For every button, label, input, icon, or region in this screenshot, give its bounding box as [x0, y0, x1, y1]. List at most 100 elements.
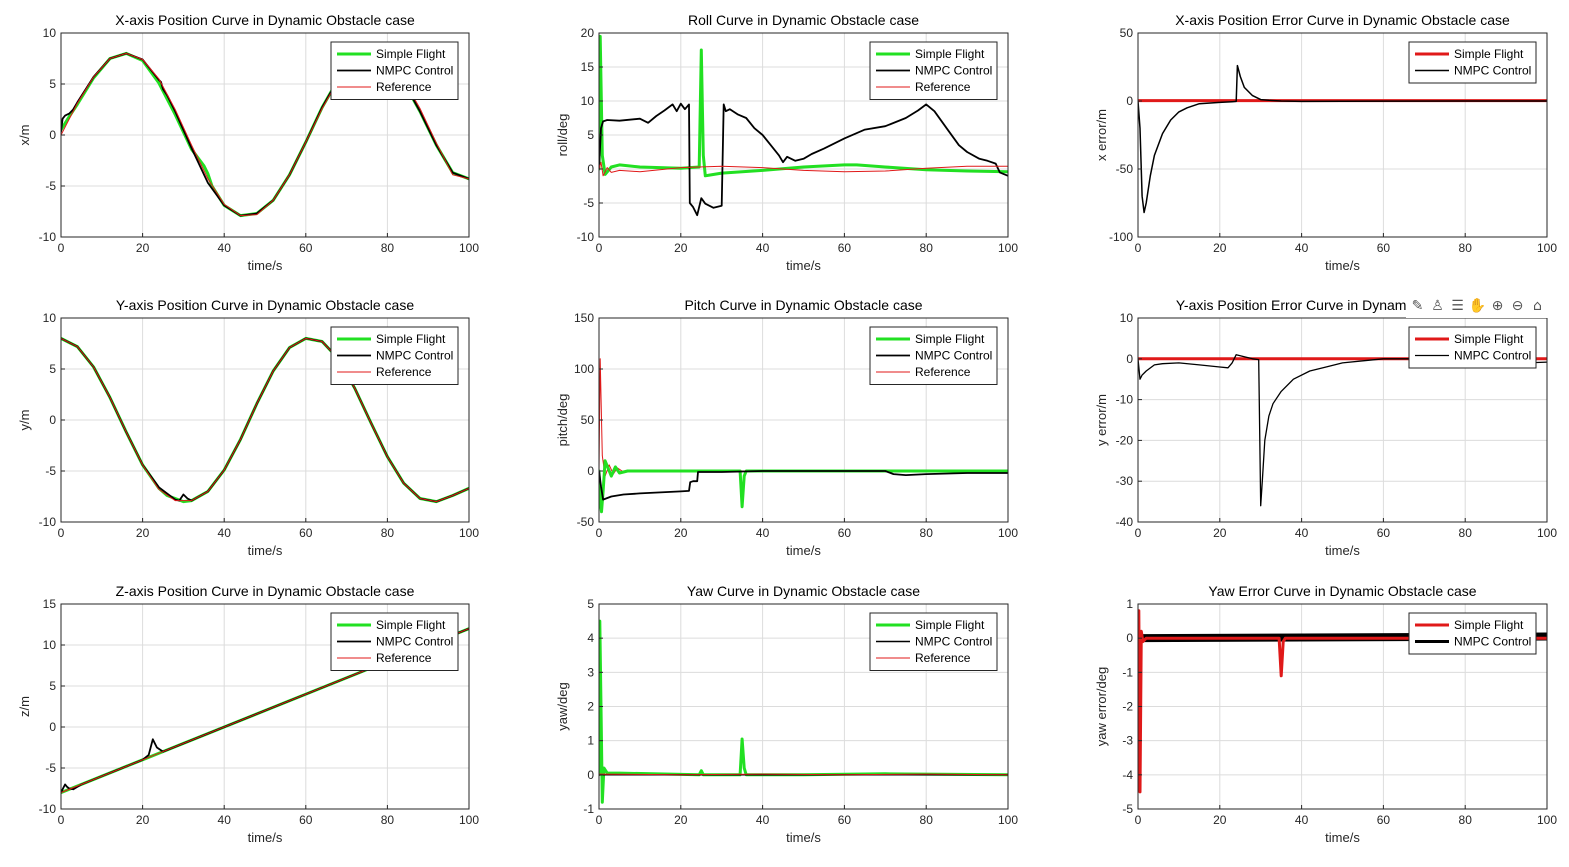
- y-tick-label: 10: [581, 94, 595, 108]
- zoom-in-icon[interactable]: ⊕: [1491, 298, 1504, 314]
- legend-entry: Simple Flight: [1454, 618, 1524, 632]
- y-tick-label: -2: [1122, 700, 1133, 714]
- x-tick-label: 80: [1459, 241, 1473, 255]
- series-line-nmpc-control: [1138, 64, 1547, 214]
- chart-x-err: 0 20 40 60 80 100 -100 -50 0 50 X-axis Position Er…: [1094, 12, 1557, 273]
- legend-entry: Simple Flight: [376, 332, 446, 346]
- y-tick-label: 10: [43, 638, 57, 652]
- legend-entry: NMPC Control: [915, 635, 992, 649]
- y-tick-label: 3: [587, 665, 594, 679]
- x-axis-label: time/s: [786, 543, 821, 558]
- x-tick-label: 80: [920, 241, 934, 255]
- chart-title: Z-axis Position Curve in Dynamic Obstacl…: [116, 583, 415, 599]
- y-tick-label: -4: [1122, 768, 1133, 782]
- legend-entry: Reference: [915, 365, 971, 379]
- chart-title: Pitch Curve in Dynamic Obstacle case: [684, 297, 922, 313]
- pan-icon[interactable]: ✋: [1468, 298, 1487, 314]
- x-tick-label: 40: [756, 241, 770, 255]
- legend: Simple Flight NMPC Control Reference: [869, 326, 998, 385]
- y-tick-label: 5: [587, 597, 594, 611]
- x-axis-label: time/s: [786, 258, 821, 273]
- legend-entry: NMPC Control: [915, 64, 992, 78]
- chart-z-pos: 0 20 40 60 80 100 -10 -5 0 5 10 15 Z-axis Position C…: [17, 583, 479, 845]
- y-axis-label: x error/m: [1094, 109, 1109, 161]
- series-group: [599, 358, 1008, 514]
- y-tick-label: 1: [1126, 597, 1133, 611]
- y-tick-label: -5: [45, 761, 56, 775]
- y-tick-label: 10: [43, 311, 57, 325]
- y-tick-label: 0: [49, 413, 56, 427]
- chart-title: X-axis Position Curve in Dynamic Obstacl…: [115, 12, 415, 28]
- y-tick-label: 0: [587, 162, 594, 176]
- zoom-out-icon[interactable]: ⊖: [1511, 298, 1524, 314]
- y-tick-label: -40: [1116, 515, 1134, 529]
- legend-entry: NMPC Control: [376, 64, 453, 78]
- x-tick-label: 100: [1537, 813, 1557, 827]
- y-tick-label: 5: [49, 679, 56, 693]
- y-tick-label: 0: [1126, 94, 1133, 108]
- chart-title: Yaw Error Curve in Dynamic Obstacle case: [1208, 583, 1476, 599]
- y-tick-label: -50: [577, 515, 595, 529]
- x-tick-label: 40: [1295, 241, 1309, 255]
- data-tip-icon[interactable]: ♙: [1431, 298, 1444, 314]
- x-tick-label: 20: [136, 526, 150, 540]
- y-tick-label: -20: [1116, 433, 1134, 447]
- series-group: [1138, 64, 1547, 214]
- legend-entry: Reference: [376, 651, 432, 665]
- x-tick-label: 80: [920, 813, 934, 827]
- x-tick-label: 0: [58, 813, 65, 827]
- y-tick-label: -5: [45, 179, 56, 193]
- legend: Simple Flight NMPC Control Reference: [869, 612, 998, 671]
- legend-entry: Reference: [915, 651, 971, 665]
- legend-icon[interactable]: ☰: [1451, 298, 1464, 314]
- y-tick-label: 4: [587, 631, 594, 645]
- legend-box: [1408, 326, 1537, 369]
- legend-entry: NMPC Control: [376, 349, 453, 363]
- x-tick-label: 80: [1459, 813, 1473, 827]
- x-tick-label: 100: [1537, 526, 1557, 540]
- y-axis-label: pitch/deg: [555, 394, 570, 447]
- legend-entry: Simple Flight: [1454, 47, 1524, 61]
- x-tick-label: 60: [299, 813, 313, 827]
- x-tick-label: 40: [756, 526, 770, 540]
- series-line-nmpc-control: [599, 470, 1008, 501]
- legend-box: [1408, 41, 1537, 84]
- y-axis-label: yaw/deg: [555, 682, 570, 730]
- x-tick-label: 80: [1459, 526, 1473, 540]
- brush-icon[interactable]: ✎: [1411, 298, 1424, 314]
- x-tick-label: 40: [1295, 813, 1309, 827]
- x-tick-label: 20: [1213, 241, 1227, 255]
- y-tick-label: -5: [45, 464, 56, 478]
- axes-toolbar: ✎ ♙ ☰ ✋ ⊕ ⊖ ⌂: [1406, 296, 1549, 318]
- x-tick-label: 20: [674, 813, 688, 827]
- axes-box: [1137, 317, 1548, 523]
- x-tick-label: 0: [1135, 813, 1142, 827]
- y-axis-label: y/m: [17, 410, 32, 431]
- y-tick-label: 0: [587, 464, 594, 478]
- chart-title: X-axis Position Error Curve in Dynamic O…: [1175, 12, 1510, 28]
- x-axis-label: time/s: [786, 830, 821, 845]
- y-tick-label: 5: [587, 128, 594, 142]
- chart-roll: 0 20 40 60 80 100 -10 -5 0 5 10 15 20 Roll Curve in D…: [555, 12, 1018, 273]
- y-tick-label: -5: [1122, 802, 1133, 816]
- x-tick-label: 60: [1377, 526, 1391, 540]
- x-tick-label: 60: [838, 813, 852, 827]
- y-tick-label: 10: [1120, 311, 1134, 325]
- series-group: [599, 34, 1008, 217]
- legend-entry: Simple Flight: [915, 47, 985, 61]
- series-line-nmpc-control: [599, 102, 1008, 217]
- legend-entry: Simple Flight: [915, 618, 985, 632]
- home-icon[interactable]: ⌂: [1533, 298, 1542, 314]
- y-tick-label: 150: [574, 311, 594, 325]
- x-axis-label: time/s: [1325, 258, 1360, 273]
- legend: Simple Flight NMPC Control: [1408, 41, 1537, 84]
- series-group: [61, 336, 469, 504]
- x-tick-label: 0: [58, 526, 65, 540]
- x-axis-label: time/s: [248, 830, 283, 845]
- y-tick-label: 0: [49, 128, 56, 142]
- x-tick-label: 80: [381, 813, 395, 827]
